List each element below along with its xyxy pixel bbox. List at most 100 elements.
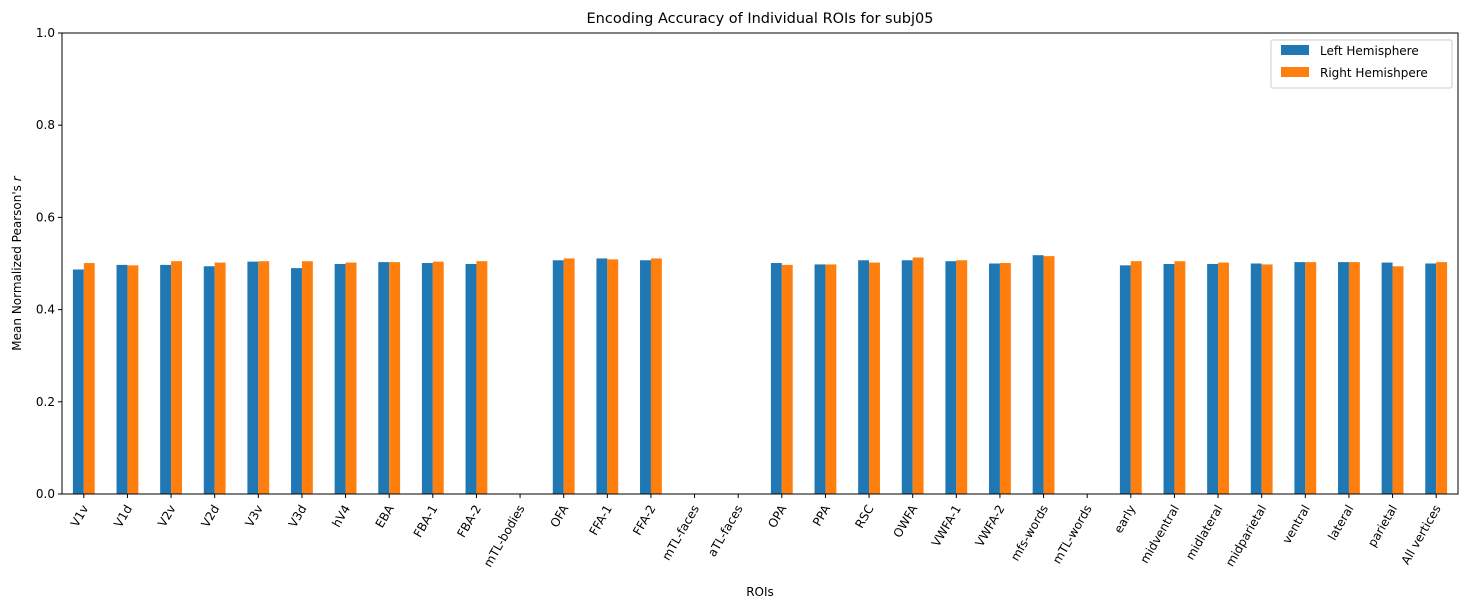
bar-left-fba-1 [421, 263, 433, 494]
x-tick-label: V1d [111, 503, 135, 530]
bar-right-all-vertices [1436, 262, 1448, 494]
x-tick-label: OPA [765, 502, 790, 531]
bar-left-v2v [160, 264, 172, 494]
bar-right-opa [781, 264, 793, 494]
bar-right-v1v [83, 263, 95, 494]
x-tick-label: FBA-1 [411, 503, 441, 540]
chart-title: Encoding Accuracy of Individual ROIs for… [587, 11, 934, 27]
y-tick-label: 0.2 [36, 395, 55, 409]
bar-right-ventral [1305, 262, 1317, 494]
bar-left-eba [378, 262, 390, 494]
plot-frame [61, 32, 1459, 495]
y-tick-label: 0.0 [36, 487, 55, 501]
bar-right-ofa [563, 258, 575, 494]
bar-left-early [1119, 265, 1131, 494]
bar-left-v1d [116, 264, 128, 494]
bar-right-v2d [214, 262, 226, 494]
x-tick-label: parietal [1365, 503, 1400, 550]
bar-left-all-vertices [1425, 263, 1437, 494]
bar-left-v2d [203, 266, 215, 494]
bar-right-v3v [258, 261, 270, 494]
bar-right-v2v [171, 261, 182, 494]
legend-swatch-right [1281, 67, 1309, 77]
bar-left-lateral [1338, 262, 1349, 494]
x-tick-label: V3v [242, 503, 266, 530]
bar-left-parietal [1381, 262, 1393, 494]
bar-left-ffa-1 [596, 258, 608, 494]
x-tick-label: PPA [810, 502, 833, 529]
x-tick-label: early [1111, 503, 1138, 536]
bar-left-ppa [814, 264, 826, 494]
bar-right-vwfa-2 [999, 263, 1011, 494]
y-tick-label: 0.6 [36, 210, 55, 224]
bar-right-midparietal [1261, 264, 1273, 494]
bar-left-vwfa-1 [945, 261, 957, 494]
bar-right-fba-2 [476, 261, 488, 494]
legend-label-left: Left Hemisphere [1320, 44, 1419, 58]
x-tick-label: V1v [68, 503, 92, 530]
x-tick-label: VWFA-1 [929, 503, 964, 550]
bar-right-midventral [1174, 261, 1186, 494]
y-axis-label: Mean Normalized Pearson's r [10, 175, 24, 350]
bar-right-ffa-1 [607, 259, 619, 494]
legend-label-right: Right Hemishpere [1320, 66, 1428, 80]
bar-left-opa [770, 263, 782, 494]
bar-left-mfs-words [1032, 255, 1044, 494]
x-tick-label: OFA [547, 502, 571, 530]
x-tick-label: mTL-faces [659, 503, 702, 563]
bar-left-ventral [1294, 262, 1306, 494]
x-axis-label: ROIs [746, 585, 774, 599]
x-tick-label: RSC [852, 503, 876, 531]
x-tick-label: midlateral [1183, 503, 1226, 563]
y-tick-label: 0.8 [36, 118, 55, 132]
x-tick-label: midventral [1137, 503, 1182, 566]
bar-right-parietal [1392, 266, 1404, 494]
x-tick-label: V3d [286, 503, 310, 530]
y-axis-ticks: 0.0 0.2 0.4 0.6 0.8 1.0 [36, 26, 62, 501]
bar-left-hv4 [334, 263, 346, 494]
bars [72, 255, 1448, 494]
x-tick-label: OWFA [890, 502, 920, 540]
bar-left-midparietal [1250, 263, 1262, 494]
bar-right-fba-1 [432, 261, 444, 494]
y-axis-label-text: Mean Normalized Pearson's [10, 185, 24, 351]
x-tick-label: aTL-faces [705, 503, 746, 560]
bar-right-eba [389, 262, 401, 494]
x-tick-label: V2v [155, 503, 179, 530]
x-tick-label: hV4 [329, 503, 353, 530]
bar-left-owfa [901, 260, 913, 494]
x-tick-label: FFA-2 [630, 503, 658, 538]
bar-right-rsc [869, 262, 880, 494]
x-tick-label: midparietal [1223, 503, 1269, 569]
bar-right-ffa-2 [650, 258, 662, 494]
y-tick-label: 0.4 [36, 303, 55, 317]
x-tick-label: mTL-words [1050, 503, 1095, 567]
y-tick-label: 1.0 [36, 26, 55, 40]
legend-box [1270, 39, 1453, 89]
x-tick-label: mTL-bodies [481, 503, 528, 570]
bar-right-vwfa-1 [956, 260, 968, 494]
bar-right-early [1130, 261, 1142, 494]
bar-left-vwfa-2 [989, 263, 1000, 494]
bar-left-fba-2 [465, 263, 477, 494]
x-tick-label: ventral [1280, 503, 1313, 547]
bar-right-v3d [301, 261, 313, 494]
x-tick-label: EBA [373, 502, 398, 530]
bar-left-v1v [72, 269, 84, 494]
bar-left-v3v [247, 261, 259, 494]
x-tick-label: V2d [198, 503, 222, 530]
x-axis-ticks: V1v V1d V2v V2d V3v V3d hV4 EBA FBA-1 FBA-2mTL-bo… [68, 494, 1444, 570]
bar-left-rsc [858, 260, 870, 494]
x-tick-label: lateral [1325, 503, 1356, 543]
bar-left-v3d [291, 268, 302, 494]
bar-right-mfs-words [1043, 256, 1055, 494]
bar-right-v1d [127, 265, 139, 494]
bar-left-ofa [552, 260, 564, 494]
x-tick-label: FBA-2 [454, 503, 484, 540]
bar-left-midventral [1163, 263, 1175, 494]
bar-right-lateral [1348, 262, 1360, 494]
bar-right-midlateral [1218, 262, 1229, 494]
x-tick-label: VWFA-2 [973, 503, 1008, 550]
x-tick-label: mfs-words [1008, 503, 1051, 564]
